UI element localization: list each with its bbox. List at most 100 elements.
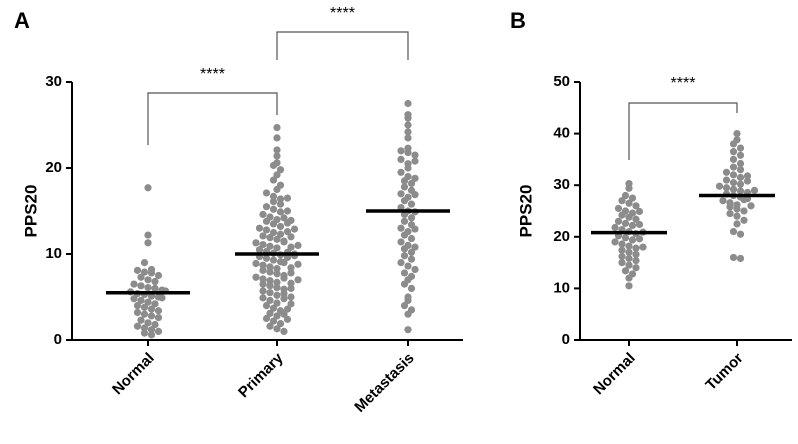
data-point [273, 171, 281, 179]
data-point [407, 179, 416, 188]
y-tick-label: 10 [45, 245, 62, 262]
panel-label: B [510, 8, 526, 33]
data-point [621, 234, 630, 242]
data-point [404, 114, 412, 122]
data-point [639, 243, 647, 251]
data-point [404, 99, 412, 108]
data-point [144, 283, 152, 292]
data-point [283, 305, 292, 313]
data-point [259, 210, 267, 219]
data-point [133, 308, 142, 317]
data-point [618, 211, 626, 219]
data-point [400, 245, 409, 253]
data-point [269, 197, 278, 206]
data-point [747, 202, 755, 210]
data-point [140, 310, 149, 318]
data-point [404, 262, 412, 270]
data-point [276, 230, 285, 238]
data-point [625, 282, 633, 290]
data-point [144, 319, 152, 327]
significance-label: **** [200, 66, 225, 83]
data-point [273, 299, 281, 307]
data-point [273, 123, 281, 132]
data-point [736, 151, 745, 159]
data-point [611, 223, 619, 232]
data-point [144, 231, 152, 239]
data-point [404, 296, 412, 305]
data-point [736, 166, 745, 174]
data-point [252, 239, 260, 247]
data-point [621, 219, 630, 227]
data-point [266, 242, 274, 250]
x-tick-label: Normal [109, 350, 158, 399]
data-point [404, 148, 412, 157]
data-point [407, 200, 416, 208]
data-point [400, 302, 409, 310]
significance-label: **** [671, 75, 696, 92]
data-point [287, 293, 295, 301]
data-point [397, 224, 405, 232]
data-point [259, 287, 267, 295]
data-point [397, 155, 405, 163]
data-point [276, 320, 285, 328]
data-point [262, 226, 271, 234]
data-point [729, 163, 738, 171]
data-point [273, 235, 281, 243]
data-point [404, 134, 412, 142]
y-axis-label: PPS20 [516, 185, 535, 238]
data-point [404, 121, 412, 129]
data-point [729, 179, 738, 187]
data-point [140, 259, 149, 267]
data-point [733, 220, 741, 228]
data-point [262, 314, 271, 323]
data-point [397, 259, 405, 267]
data-point [411, 151, 419, 159]
data-point [276, 208, 285, 216]
data-point [411, 265, 419, 274]
data-point [151, 284, 159, 292]
significance-bracket [628, 102, 738, 160]
data-point [729, 171, 738, 179]
data-point [259, 261, 267, 269]
data-point [400, 231, 409, 239]
data-point [733, 130, 741, 138]
data-point [407, 234, 416, 243]
data-point [280, 310, 288, 318]
data-point [729, 253, 738, 262]
data-point [273, 291, 281, 299]
data-point [283, 219, 292, 227]
data-point [266, 289, 274, 297]
x-tick-label: Normal [590, 350, 639, 399]
data-point [632, 244, 640, 252]
data-point [736, 173, 745, 182]
data-point [269, 256, 278, 264]
data-point [618, 259, 626, 267]
data-point [262, 203, 271, 211]
data-point [154, 307, 163, 315]
data-point [259, 280, 267, 288]
data-point [736, 180, 745, 188]
data-point [733, 212, 741, 220]
data-point [280, 259, 288, 267]
data-point [140, 324, 149, 332]
data-point [287, 300, 295, 308]
data-point [273, 325, 281, 333]
data-point [294, 276, 302, 284]
data-point [625, 254, 633, 263]
data-point [614, 204, 623, 213]
data-point [733, 205, 741, 213]
data-point [618, 197, 626, 205]
data-point [255, 224, 264, 232]
data-point [252, 259, 260, 268]
y-tick-label: 30 [45, 73, 62, 90]
data-point [743, 172, 752, 180]
data-point [736, 187, 745, 195]
data-point [729, 155, 738, 163]
data-point [614, 217, 623, 225]
data-point [287, 233, 295, 241]
data-point [133, 322, 142, 330]
data-point [273, 146, 281, 154]
data-point [154, 314, 163, 322]
data-point [269, 220, 278, 228]
data-point [729, 228, 738, 236]
